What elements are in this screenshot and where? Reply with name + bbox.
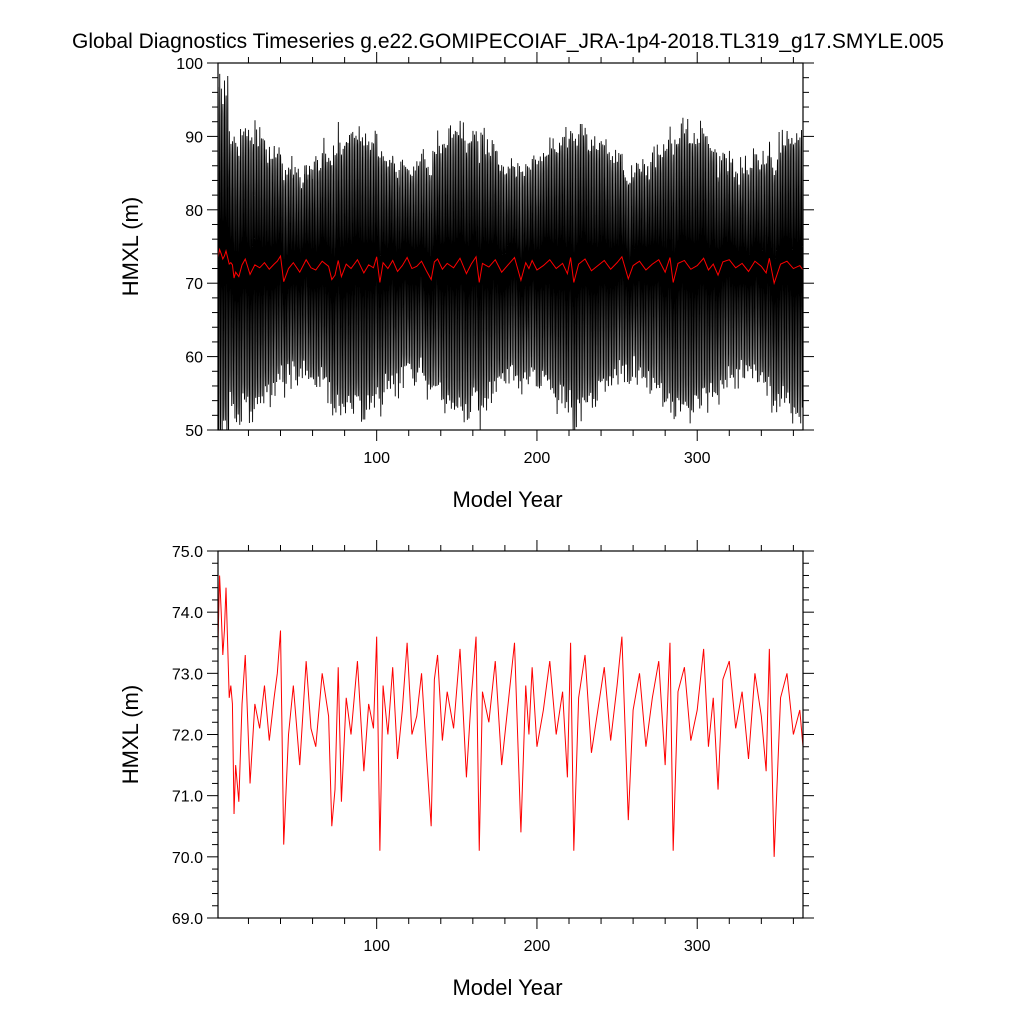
bottom-panel: 69.0 70.0 71.0 72.0 73.0 74.0 75.0 100 200 300 Mod… (118, 540, 814, 1000)
x-tick-label: 100 (363, 450, 390, 467)
monthly-series-line (218, 73, 803, 430)
x-axis-title: Model Year (452, 975, 562, 1000)
y-tick-label: 75.0 (172, 544, 203, 561)
annual-mean-line (218, 575, 803, 857)
x-tick-label: 200 (524, 450, 551, 467)
x-tick-label: 300 (684, 938, 711, 955)
annual-mean-line (218, 247, 803, 286)
y-tick-label: 74.0 (172, 605, 203, 622)
y-tick-label: 70 (185, 276, 203, 293)
y-axis-title: HMXL (m) (118, 685, 143, 784)
x-tick-label: 100 (363, 938, 390, 955)
y-tick-label: 70.0 (172, 850, 203, 867)
y-tick-label: 60 (185, 350, 203, 367)
y-axis-title: HMXL (m) (118, 197, 143, 296)
y-tick-label: 71.0 (172, 789, 203, 806)
x-tick-label: 300 (684, 450, 711, 467)
x-axis-title: Model Year (452, 487, 562, 512)
y-tick-label: 50 (185, 423, 203, 440)
main-title: Global Diagnostics Timeseries g.e22.GOMI… (72, 30, 944, 53)
top-panel: 50 60 70 80 90 100 100 200 300 Model Year HMXL (m) (118, 52, 814, 512)
y-tick-label: 80 (185, 203, 203, 220)
y-tick-label: 72.0 (172, 728, 203, 745)
y-tick-label: 73.0 (172, 666, 203, 683)
y-tick-label: 100 (176, 56, 203, 73)
x-tick-label: 200 (524, 938, 551, 955)
y-tick-label: 90 (185, 129, 203, 146)
plot-frame (217, 62, 804, 431)
y-tick-label: 69.0 (172, 911, 203, 928)
